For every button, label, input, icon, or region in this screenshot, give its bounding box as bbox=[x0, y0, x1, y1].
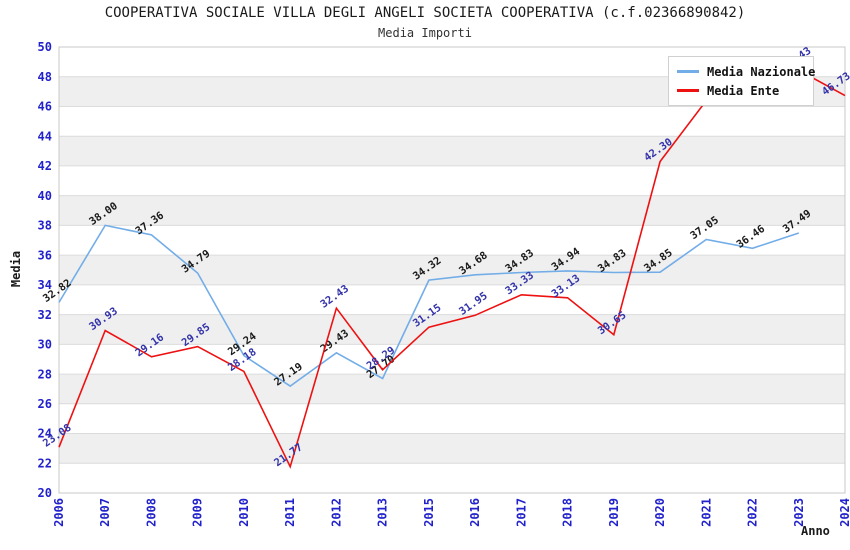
x-tick-label: 2008 bbox=[144, 498, 158, 527]
y-tick-label: 46 bbox=[38, 100, 52, 114]
x-axis-title: Anno bbox=[801, 524, 830, 538]
plot-band bbox=[59, 374, 845, 404]
plot-band bbox=[59, 195, 845, 226]
y-tick-label: 40 bbox=[38, 189, 52, 203]
plot-band bbox=[59, 255, 845, 285]
y-tick-label: 28 bbox=[38, 367, 52, 381]
x-tick-label: 2024 bbox=[838, 498, 850, 527]
y-tick-label: 48 bbox=[38, 70, 52, 84]
y-tick-label: 42 bbox=[38, 159, 52, 173]
x-tick-label: 2012 bbox=[329, 498, 343, 527]
chart-title: COOPERATIVA SOCIALE VILLA DEGLI ANGELI S… bbox=[104, 5, 746, 21]
legend: Media Nazionale Media Ente bbox=[668, 56, 815, 106]
y-tick-label: 32 bbox=[38, 308, 52, 322]
y-tick-label: 34 bbox=[38, 278, 52, 292]
chart-subtitle: Media Importi bbox=[378, 26, 472, 40]
x-tick-label: 2019 bbox=[607, 498, 621, 527]
plot-band bbox=[59, 314, 845, 345]
x-tick-label: 2013 bbox=[376, 498, 390, 527]
y-tick-label: 30 bbox=[38, 338, 52, 352]
legend-label: Media Ente bbox=[707, 83, 780, 98]
legend-label: Media Nazionale bbox=[707, 64, 816, 79]
x-tick-label: 2021 bbox=[699, 498, 713, 527]
legend-item-media-ente[interactable]: Media Ente bbox=[677, 81, 805, 100]
y-tick-label: 26 bbox=[38, 397, 52, 411]
y-tick-label: 24 bbox=[38, 427, 52, 441]
legend-item-media-nazionale[interactable]: Media Nazionale bbox=[677, 62, 815, 81]
x-tick-label: 2023 bbox=[792, 498, 806, 527]
y-tick-label: 20 bbox=[38, 486, 52, 500]
y-tick-label: 22 bbox=[38, 456, 52, 470]
x-tick-label: 2010 bbox=[237, 498, 251, 527]
x-tick-label: 2020 bbox=[653, 498, 667, 527]
plot-band bbox=[59, 136, 845, 166]
y-tick-label: 36 bbox=[38, 248, 52, 262]
y-tick-label: 50 bbox=[38, 40, 52, 54]
plot-band bbox=[59, 433, 845, 464]
y-tick-label: 38 bbox=[38, 219, 52, 233]
x-tick-label: 2015 bbox=[422, 498, 436, 527]
x-tick-label: 2006 bbox=[52, 498, 66, 527]
series-line-media-nazionale bbox=[58, 224, 800, 388]
y-axis-title: Media bbox=[9, 250, 23, 288]
x-tick-label: 2016 bbox=[468, 498, 482, 527]
plot-border bbox=[58, 46, 846, 494]
data-label: 36.46 bbox=[734, 223, 767, 251]
media-nazionale-line-swatch-icon bbox=[677, 70, 699, 73]
y-tick-label: 44 bbox=[38, 129, 52, 143]
data-label: 32.43 bbox=[318, 283, 351, 311]
x-tick-label: 2009 bbox=[191, 498, 205, 527]
x-tick-label: 2007 bbox=[98, 498, 112, 527]
x-tick-label: 2018 bbox=[561, 498, 575, 527]
x-tick-label: 2022 bbox=[746, 498, 760, 527]
x-tick-label: 2011 bbox=[283, 498, 297, 527]
x-tick-label: 2017 bbox=[514, 498, 528, 527]
media-ente-line-swatch-icon bbox=[677, 89, 699, 92]
data-label: 31.95 bbox=[457, 290, 490, 318]
